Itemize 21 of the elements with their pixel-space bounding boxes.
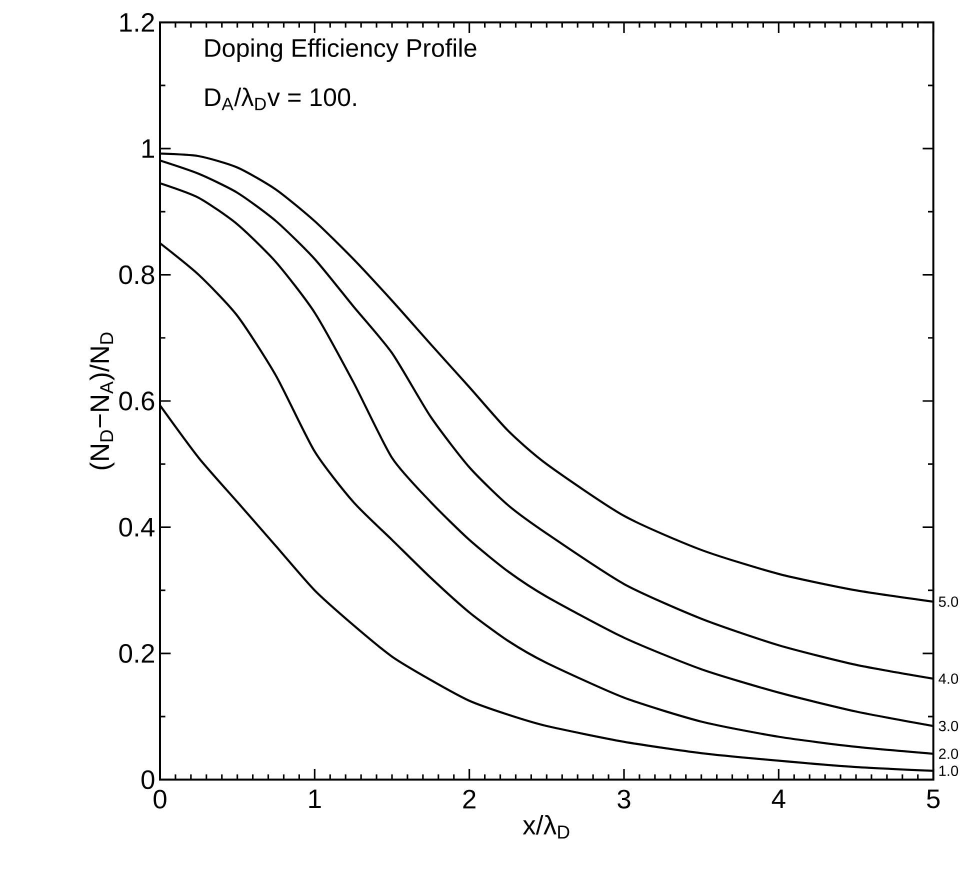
y-tick-label: 0.8 <box>119 265 154 284</box>
x-tick-label: 4 <box>772 790 786 808</box>
y-tick-label: 1 <box>142 139 154 158</box>
y-tick-label: 0.2 <box>119 644 154 663</box>
series-label: 2.0 <box>938 748 958 759</box>
legend-label: 3.0 <box>938 720 958 732</box>
annotation: D$_{A}$/λ$_{D}$v = 100. <box>205 88 356 110</box>
legend-label: 1.0 <box>939 766 958 776</box>
series-label: 4.0 <box>938 673 958 684</box>
y-tick-label: 0.6 <box>119 392 154 410</box>
y-axis-title: (N$_{D}$−N$_{A}$)/N$_{D}$ <box>90 332 114 470</box>
x-tick-label: 1 <box>309 790 321 808</box>
y-tick-label: 0.4 <box>119 518 155 537</box>
y-tick-label: 1.2 <box>120 13 154 32</box>
series-label: 5.0 <box>938 596 958 607</box>
text: Doping Efficiency Profile <box>205 38 476 62</box>
x-tick-label: 2 <box>463 790 476 808</box>
y-tick-label: 0 <box>142 770 154 790</box>
x-tick-label: 5 <box>926 790 940 808</box>
x-axis-title: x/λ$_{D}$ <box>522 815 570 838</box>
x-tick-label: 3 <box>618 790 630 809</box>
